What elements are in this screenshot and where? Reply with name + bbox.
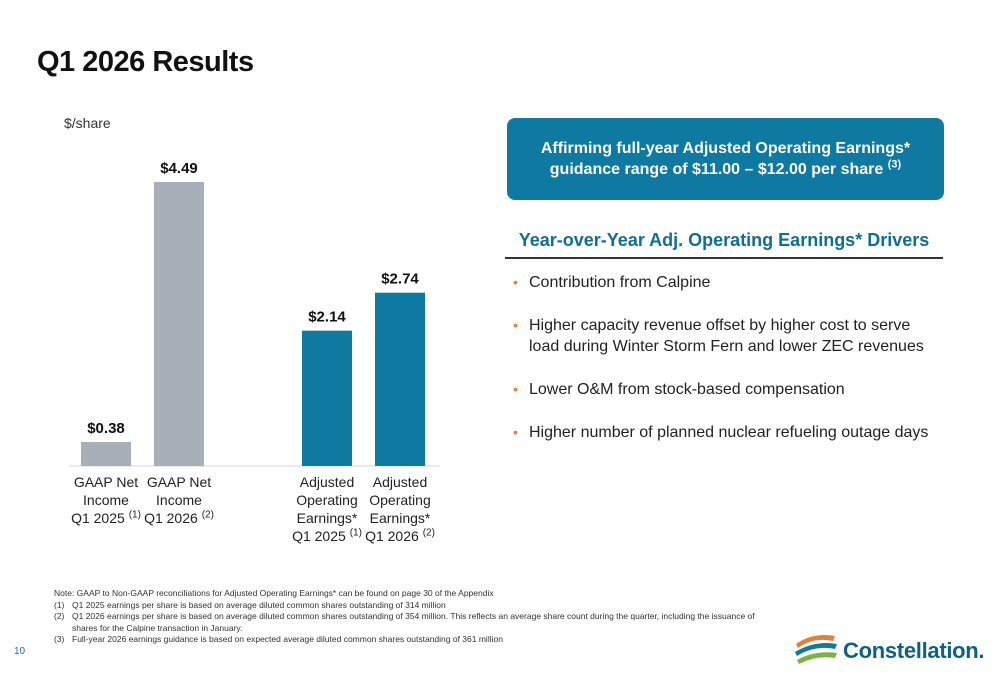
appendix-note: Note: GAAP to Non-GAAP reconciliations f… <box>54 588 494 598</box>
category-label: GAAP Net Income Q1 2026 (2) <box>144 474 214 526</box>
constellation-logo-icon <box>795 635 837 664</box>
data-label: $0.38 <box>87 420 125 437</box>
list-item: • Contribution from Calpine <box>513 274 711 291</box>
callout-line-1: Affirming full-year Adjusted Operating E… <box>540 140 911 157</box>
bullet-icon: • <box>513 424 518 440</box>
y-axis-unit: $/share <box>64 115 111 131</box>
footnotes: Note: GAAP to Non-GAAP reconciliations f… <box>54 588 774 646</box>
drivers-heading: Year-over-Year Adj. Operating Earnings* … <box>518 230 930 250</box>
bar-chart: $0.38 $4.49 $2.14 $2.74 <box>70 160 440 467</box>
footnote-1: (1) Q1 2025 earnings per share is based o… <box>54 599 446 610</box>
bullet-icon: • <box>513 274 518 290</box>
bar <box>375 292 425 466</box>
list-item: • Higher capacity revenue offset by highe… <box>513 317 924 355</box>
callout-line-2: guidance range of $11.00 – $12.00 per sh… <box>549 158 902 178</box>
bar <box>302 330 352 466</box>
drivers-list: • Contribution from Calpine • Higher capac… <box>513 272 943 465</box>
guidance-callout: Affirming full-year Adjusted Operating E… <box>507 118 944 200</box>
bullet-icon: • <box>513 381 518 397</box>
bar <box>81 441 131 466</box>
list-item: • Higher number of planned nuclear refuel… <box>513 424 929 441</box>
callout-footnote-ref: (3) <box>887 158 902 171</box>
category-label: GAAP Net Income Q1 2025 (1) <box>71 474 141 526</box>
bullet-icon: • <box>513 317 518 333</box>
footnote-3: (3) Full-year 2026 earnings guidance is b… <box>54 634 503 644</box>
logo-wordmark: Constellation. <box>843 638 985 663</box>
drivers-divider <box>505 257 943 259</box>
category-label: Adjusted Operating Earnings* Q1 2025 (1) <box>292 474 362 544</box>
list-item: • Lower O&M from stock-based compensation <box>513 381 845 398</box>
page-number: 10 <box>14 646 26 657</box>
data-label: $2.74 <box>381 271 419 288</box>
category-label: Adjusted Operating Earnings* Q1 2026 (2) <box>365 474 435 544</box>
footnote-2: (2) Q1 2026 earnings per share is based o… <box>54 611 755 633</box>
data-label: $2.14 <box>308 309 346 326</box>
data-label: $4.49 <box>160 160 198 177</box>
page-title: Q1 2026 Results <box>37 46 254 78</box>
bar <box>154 182 204 466</box>
